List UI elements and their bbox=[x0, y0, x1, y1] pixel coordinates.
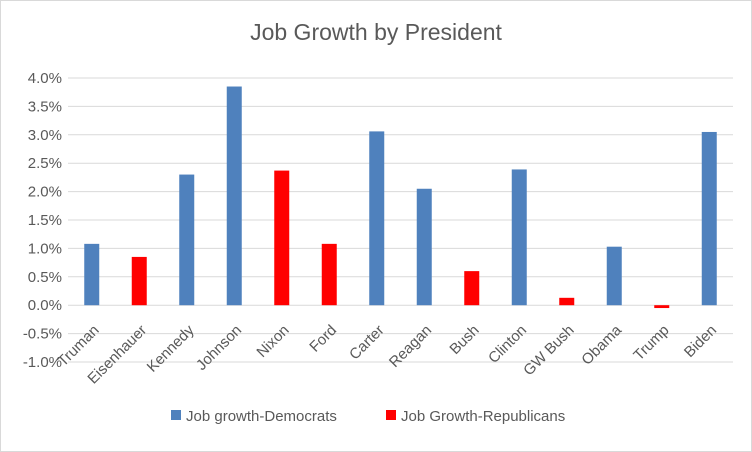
category-label: Clinton bbox=[485, 322, 530, 367]
chart-title: Job Growth by President bbox=[250, 19, 502, 45]
legend-swatch bbox=[171, 410, 181, 420]
y-tick-label: 0.0% bbox=[28, 297, 62, 314]
category-label: Carter bbox=[346, 322, 387, 363]
y-tick-label: 2.5% bbox=[28, 155, 62, 172]
y-tick-label: 4.0% bbox=[28, 70, 62, 87]
bar-republicans-nixon bbox=[274, 170, 290, 306]
legend-label: Job growth-Democrats bbox=[186, 408, 337, 425]
category-label: Kennedy bbox=[144, 321, 198, 375]
y-tick-label: -1.0% bbox=[23, 354, 62, 371]
bar-republicans-trump bbox=[654, 305, 670, 309]
category-label: Johnson bbox=[193, 322, 245, 374]
legend-label: Job Growth-Republicans bbox=[401, 408, 565, 425]
category-label: GW Bush bbox=[520, 322, 577, 379]
y-tick-label: 1.0% bbox=[28, 240, 62, 257]
bar-democrats-biden bbox=[701, 131, 717, 306]
bar-democrats-johnson bbox=[226, 86, 242, 306]
category-label: Biden bbox=[681, 322, 720, 361]
y-tick-label: 1.5% bbox=[28, 212, 62, 229]
bar-republicans-eisenhauer bbox=[131, 256, 147, 306]
bar-democrats-kennedy bbox=[179, 174, 195, 306]
bar-democrats-obama bbox=[606, 246, 622, 306]
category-label: Ford bbox=[306, 322, 340, 356]
bar-republicans-gw-bush bbox=[559, 297, 575, 306]
bar-democrats-reagan bbox=[416, 188, 432, 306]
bar-democrats-carter bbox=[369, 131, 385, 306]
y-tick-label: 2.0% bbox=[28, 184, 62, 201]
bar-republicans-ford bbox=[321, 243, 337, 306]
category-label: Trump bbox=[630, 322, 672, 364]
category-label: Nixon bbox=[253, 322, 292, 361]
category-label: Bush bbox=[446, 322, 482, 358]
y-tick-label: 3.0% bbox=[28, 127, 62, 144]
y-tick-label: 3.5% bbox=[28, 98, 62, 115]
y-tick-label: -0.5% bbox=[23, 326, 62, 343]
legend-swatch bbox=[386, 410, 396, 420]
category-label: Reagan bbox=[386, 322, 435, 371]
bar-republicans-bush bbox=[464, 271, 480, 306]
bar-democrats-clinton bbox=[511, 169, 527, 306]
y-tick-label: 0.5% bbox=[28, 269, 62, 286]
bar-democrats-truman bbox=[84, 243, 100, 306]
